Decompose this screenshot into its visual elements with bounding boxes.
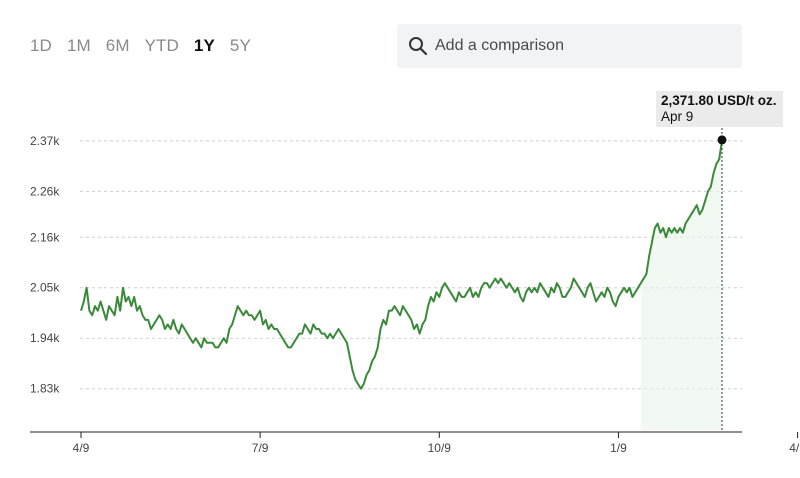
- tooltip-price: 2,371.80 USD/t oz.: [661, 93, 777, 108]
- y-tick-label: 2.26k: [30, 184, 60, 198]
- price-area-fill: [640, 140, 722, 430]
- range-tab-1m[interactable]: 1M: [66, 36, 91, 55]
- y-tick-label: 2.16k: [30, 230, 60, 244]
- comparison-search-input[interactable]: [433, 36, 727, 56]
- x-tick-label: 4/9: [73, 441, 90, 455]
- range-tab-1y[interactable]: 1Y: [193, 36, 215, 55]
- y-tick-label: 2.05k: [30, 281, 60, 295]
- price-line: [80, 140, 723, 390]
- search-icon: [407, 35, 429, 57]
- range-tab-1d[interactable]: 1D: [30, 36, 52, 55]
- x-tick-label: 1/9: [610, 441, 627, 455]
- price-tooltip: 2,371.80 USD/t oz. Apr 9: [656, 91, 783, 127]
- y-tick-label: 2.37k: [30, 134, 60, 148]
- hover-point-marker: [717, 135, 727, 145]
- comparison-search-box[interactable]: [397, 24, 742, 68]
- x-tick-label: 4/9: [789, 441, 800, 455]
- range-tab-ytd[interactable]: YTD: [144, 36, 179, 55]
- y-tick-label: 1.94k: [30, 331, 60, 345]
- y-axis-ticks: 1.83k 1.94k 2.05k 2.16k 2.26k 2.37k: [30, 134, 60, 396]
- y-tick-label: 1.83k: [30, 382, 60, 396]
- range-tabs: 1D 1M 6M YTD 1Y 5Y: [30, 36, 266, 56]
- x-axis-ticks: 4/9 7/9 10/9 1/9 4/9: [73, 432, 800, 455]
- range-tab-5y[interactable]: 5Y: [229, 36, 251, 55]
- tooltip-date: Apr 9: [661, 109, 694, 124]
- x-tick-label: 10/9: [428, 441, 452, 455]
- x-tick-label: 7/9: [252, 441, 269, 455]
- range-tab-6m[interactable]: 6M: [105, 36, 130, 55]
